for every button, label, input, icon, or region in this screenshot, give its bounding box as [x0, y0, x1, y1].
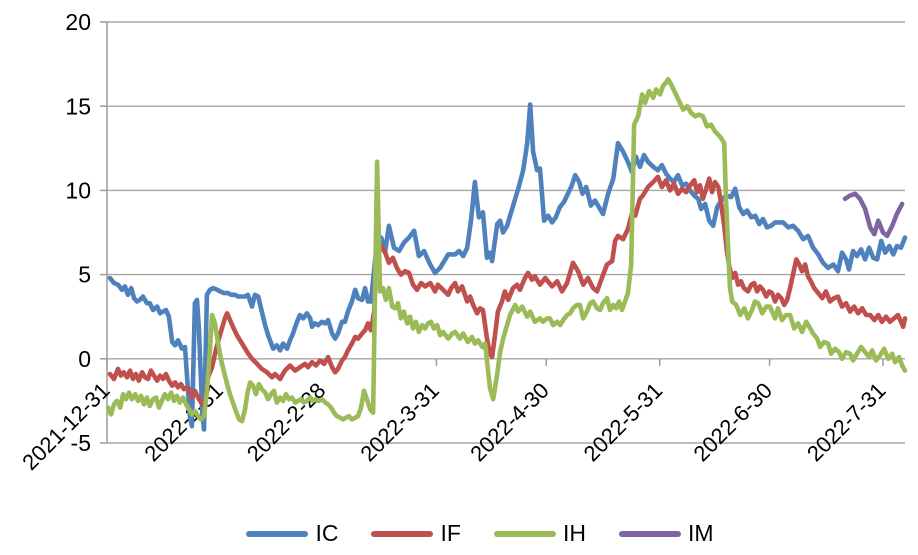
- legend: IC IF IH IM: [0, 522, 918, 545]
- legend-label-ic: IC: [315, 520, 339, 546]
- legend-item-im: IM: [618, 520, 714, 546]
- x-tick-label: 2022-5-31: [579, 378, 668, 467]
- y-tick-label: -5: [71, 430, 91, 456]
- series-line-ic: [107, 102, 908, 432]
- ic-line-swatch-icon: [246, 530, 309, 537]
- x-tick-label: 2021-12-31: [17, 378, 114, 475]
- y-tick-label: 20: [65, 9, 91, 35]
- legend-label-if: IF: [440, 520, 461, 546]
- series-line-im: [842, 191, 905, 239]
- y-tick-label: 15: [65, 93, 91, 119]
- legend-label-im: IM: [687, 520, 714, 546]
- x-tick-label: 2022-6-30: [688, 378, 777, 467]
- ih-line-swatch-icon: [493, 530, 556, 537]
- legend-item-if: IF: [371, 520, 461, 546]
- y-tick-label: 0: [78, 346, 91, 372]
- legend-item-ih: IH: [493, 520, 586, 546]
- if-line-swatch-icon: [371, 530, 434, 537]
- im-line-swatch-icon: [618, 530, 681, 537]
- x-tick-label: 2022-3-31: [355, 378, 444, 467]
- legend-label-ih: IH: [562, 520, 586, 546]
- y-tick-label: 5: [78, 262, 91, 288]
- series-line-ih: [105, 77, 908, 424]
- y-tick-label: 10: [65, 177, 91, 203]
- x-tick-label: 2022-7-31: [802, 378, 891, 467]
- series-line-if: [107, 174, 908, 407]
- legend-item-ic: IC: [246, 522, 338, 545]
- x-tick-label: 2022-4-30: [465, 378, 554, 467]
